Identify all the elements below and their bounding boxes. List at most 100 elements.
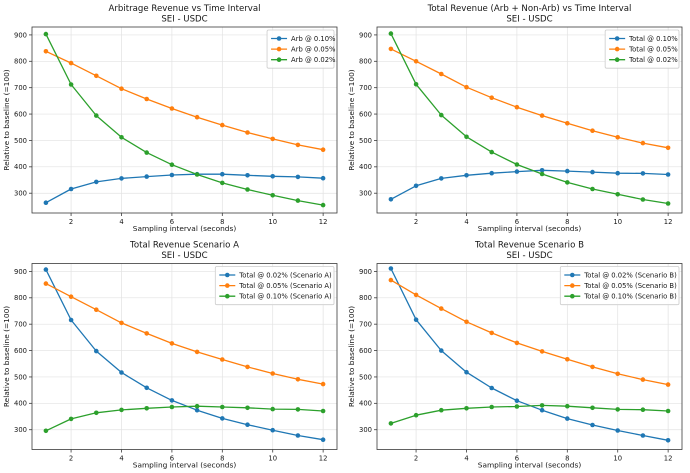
data-point-marker <box>295 407 301 412</box>
tick-labels: 2 4 6 8 10 12 300 400 500 600 700 800 900 <box>359 268 672 463</box>
legend-marker <box>225 272 230 278</box>
legend: Total @ 0.02% (Scenario A) Total @ 0.05% … <box>214 266 335 306</box>
x-axis-label: Sampling interval (seconds) <box>133 461 237 470</box>
data-point-marker <box>43 49 49 54</box>
legend: Arb @ 0.10% Arb @ 0.05% Arb @ 0.02% <box>266 29 336 69</box>
axes-frame <box>376 263 683 450</box>
x-tick-label: 2 <box>414 455 418 463</box>
data-point-marker <box>413 317 419 322</box>
x-axis-label: Sampling interval (seconds) <box>133 224 237 233</box>
data-point-marker <box>320 147 326 152</box>
legend-box <box>266 29 335 69</box>
data-point-marker <box>320 202 326 208</box>
data-point-marker <box>169 404 175 410</box>
data-point-marker <box>615 135 620 140</box>
data-point-marker <box>565 357 570 362</box>
y-tick-label: 500 <box>359 373 372 381</box>
data-point-marker <box>439 348 444 353</box>
data-point-marker <box>119 176 124 181</box>
y-tick-label: 400 <box>14 400 27 408</box>
x-tick-label: 6 <box>170 455 174 463</box>
data-point-marker <box>464 319 469 325</box>
data-point-marker <box>565 180 570 185</box>
y-tick-label: 800 <box>14 58 27 66</box>
y-tick-label: 700 <box>359 321 372 329</box>
scenario-a-plot: 2 4 6 8 10 12 300 400 500 600 700 800 900 Total Reven… <box>2 241 338 470</box>
data-point-marker <box>489 330 494 336</box>
data-point-marker <box>565 416 570 421</box>
x-tick-label: 10 <box>268 455 277 463</box>
data-point-marker <box>489 170 494 176</box>
y-tick-label: 300 <box>14 426 27 434</box>
series-line <box>45 283 324 385</box>
data-point-marker <box>665 408 671 414</box>
data-point-marker <box>144 331 149 336</box>
grid-lines <box>32 263 337 450</box>
legend-item: Total @ 0.05% (Scenario B) <box>564 282 677 290</box>
data-point-marker <box>388 421 394 426</box>
legend-label: Total @ 0.10% (Scenario A) <box>238 293 332 301</box>
data-point-marker <box>94 348 99 354</box>
data-point-marker <box>295 433 301 438</box>
arbitrage-revenue-plot: 2 4 6 8 10 12 300 400 500 600 700 800 900 Arbitrage R… <box>2 4 338 233</box>
data-point-marker <box>119 320 124 326</box>
data-point-marker <box>464 406 469 411</box>
data-point-marker <box>220 404 225 410</box>
series-total-0.05- <box>388 46 671 151</box>
data-point-marker <box>270 136 276 142</box>
legend-marker <box>614 57 620 62</box>
y-tick-label: 300 <box>14 190 27 198</box>
data-point-marker <box>270 193 276 198</box>
legend: Total @ 0.02% (Scenario B) Total @ 0.05% … <box>559 266 680 306</box>
legend-marker <box>276 46 282 52</box>
chart-arbitrage-revenue: 2 4 6 8 10 12 300 400 500 600 700 800 900 Arbitrage R… <box>0 0 345 236</box>
data-point-marker <box>43 428 49 434</box>
legend-marker <box>276 57 282 62</box>
data-point-marker <box>464 134 469 140</box>
data-point-marker <box>68 186 74 192</box>
x-tick-label: 12 <box>664 455 673 463</box>
data-point-marker <box>320 437 326 442</box>
data-point-marker <box>68 82 74 87</box>
y-tick-label: 600 <box>14 347 27 355</box>
data-point-marker <box>413 59 419 64</box>
legend-label: Total @ 0.05% <box>628 46 678 54</box>
data-point-marker <box>220 180 225 186</box>
data-point-marker <box>565 403 570 409</box>
data-point-marker <box>413 82 419 87</box>
data-point-marker <box>119 86 124 91</box>
series-line <box>390 33 669 205</box>
data-point-marker <box>640 377 646 382</box>
legend-item: Total @ 0.10% <box>609 35 678 43</box>
data-point-marker <box>320 408 326 414</box>
data-point-marker <box>169 398 175 403</box>
data-point-marker <box>220 122 225 128</box>
axes-frame <box>31 263 338 450</box>
data-point-marker <box>590 364 595 370</box>
legend-item: Total @ 0.02% <box>609 56 678 64</box>
y-tick-label: 400 <box>14 163 27 171</box>
legend-label: Arb @ 0.02% <box>291 56 336 64</box>
data-point-marker <box>665 145 671 151</box>
chart-title: Arbitrage Revenue vs Time Interval <box>108 4 260 14</box>
data-point-marker <box>144 96 149 102</box>
data-point-marker <box>590 405 595 411</box>
y-tick-label: 800 <box>14 294 27 302</box>
data-point-marker <box>169 106 175 111</box>
data-point-marker <box>169 162 175 167</box>
legend-marker <box>225 283 230 288</box>
x-tick-label: 10 <box>268 218 277 226</box>
series-line <box>390 404 669 425</box>
data-point-marker <box>245 405 250 411</box>
data-point-marker <box>615 170 620 176</box>
chart-subtitle: SEI - USDC <box>161 251 207 261</box>
series-arb-0.10- <box>43 171 326 205</box>
y-tick-label: 500 <box>14 137 27 145</box>
y-tick-label: 900 <box>359 268 372 276</box>
data-point-marker <box>413 183 419 189</box>
legend-label: Arb @ 0.05% <box>291 46 336 54</box>
series-total-0.10-scenario-a- <box>43 403 326 434</box>
legend-label: Total @ 0.10% (Scenario B) <box>583 293 677 301</box>
total-revenue-plot: 2 4 6 8 10 12 300 400 500 600 700 800 900 Total Reven… <box>347 4 683 233</box>
x-tick-label: 4 <box>119 455 123 463</box>
